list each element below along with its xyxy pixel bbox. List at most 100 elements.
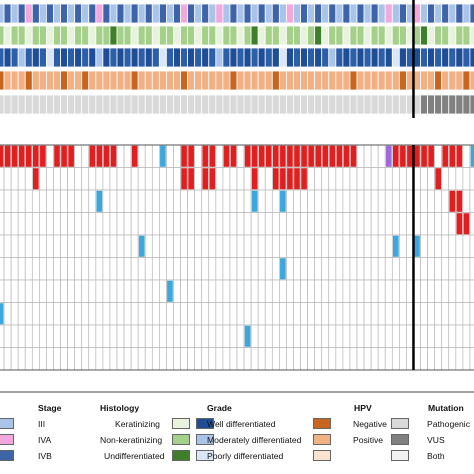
gene-cell-r1-c61: [427, 167, 435, 191]
gene-cell-r7-c19: [130, 302, 139, 326]
clinical-cell-grade-57: [398, 47, 407, 68]
gene-cell-r9-c32: [222, 347, 231, 371]
gene-cell-r6-c54: [377, 279, 386, 303]
clinical-cell-stage-60: [420, 3, 428, 24]
gene-cell-r3-c60: [420, 212, 428, 236]
gene-cell-r1-c51: [356, 167, 365, 191]
gene-cell-r8-c37: [257, 324, 266, 348]
gene-cell-r7-c20: [137, 302, 146, 326]
clinical-cell-histology-6: [38, 25, 47, 46]
gene-cell-r5-c16: [109, 257, 118, 281]
clinical-cell-histology-3: [17, 25, 26, 46]
alteration-mark-r0-c8: [54, 145, 60, 167]
gene-cell-r4-c46: [321, 234, 330, 258]
clinical-cell-histology-34: [236, 25, 245, 46]
clinical-cell-histology-33: [229, 25, 238, 46]
clinical-cell-stage-2: [10, 3, 19, 24]
clinical-cell-histology-66: [462, 25, 471, 46]
gene-cell-r2-c6: [39, 189, 47, 213]
alteration-mark-r0-c36: [251, 145, 258, 167]
clinical-cell-mutation-52: [363, 94, 372, 115]
gene-cell-r0-c51: [356, 144, 365, 168]
gene-cell-r5-c66: [462, 257, 471, 281]
clinical-cell-histology-17: [116, 25, 125, 46]
gene-cell-r7-c56: [391, 302, 400, 326]
alteration-mark-r0-c6: [40, 145, 46, 167]
clinical-cell-mutation-10: [67, 94, 76, 115]
clinical-cell-grade-33: [229, 47, 238, 68]
gene-cell-r4-c11: [74, 234, 83, 258]
gene-cell-r2-c29: [201, 189, 210, 213]
gene-cell-r6-c10: [67, 279, 75, 303]
gene-cell-r6-c4: [24, 279, 33, 303]
gene-cell-r7-c22: [151, 302, 160, 326]
gene-cell-r4-c29: [201, 234, 210, 258]
gene-cell-r9-c51: [356, 347, 365, 371]
clinical-cell-grade-44: [307, 47, 316, 68]
gene-cell-r1-c21: [144, 167, 153, 191]
gene-cell-r6-c42: [293, 279, 301, 303]
gene-cell-r3-c32: [222, 212, 231, 236]
clinical-cell-mutation-12: [81, 94, 90, 115]
gene-cell-r7-c10: [67, 302, 75, 326]
gene-cell-r3-c48: [335, 212, 344, 236]
gene-cell-r7-c13: [88, 302, 97, 326]
gene-cell-r9-c20: [137, 347, 146, 371]
alteration-mark-r0-c67: [470, 145, 474, 167]
gene-cell-r4-c57: [399, 234, 407, 258]
clinical-cell-hpv-10: [67, 70, 76, 91]
gene-cell-r1-c23: [159, 167, 167, 191]
gene-cell-r0-c53: [370, 144, 379, 168]
alteration-mark-r2-c40: [280, 190, 286, 212]
gene-cell-r8-c15: [102, 324, 111, 348]
gene-cell-r1-c8: [53, 167, 61, 191]
clinical-cell-grade-49: [342, 47, 351, 68]
alteration-mark-r0-c63: [442, 145, 449, 167]
gene-cell-r5-c4: [24, 257, 33, 281]
gene-cell-r8-c62: [434, 324, 443, 348]
gene-cell-r5-c29: [201, 257, 210, 281]
clinical-cell-mutation-30: [208, 94, 217, 115]
alteration-mark-r0-c49: [343, 145, 350, 167]
gene-cell-r5-c64: [448, 257, 457, 281]
clinical-cell-grade-52: [363, 47, 372, 68]
gene-cell-r1-c65: [455, 167, 464, 191]
clinical-cell-grade-21: [144, 47, 153, 68]
clinical-cell-stage-17: [116, 3, 125, 24]
clinical-cell-hpv-49: [342, 70, 351, 91]
alteration-mark-r0-c61: [428, 145, 434, 167]
clinical-cell-grade-67: [469, 47, 474, 68]
clinical-cell-grade-12: [81, 47, 90, 68]
gene-cell-r2-c37: [257, 189, 266, 213]
gene-cell-r5-c2: [10, 257, 19, 281]
alteration-mark-r0-c58: [407, 145, 413, 167]
clinical-cell-hpv-4: [24, 70, 33, 91]
clinical-cell-stage-67: [469, 3, 474, 24]
gene-cell-r5-c47: [328, 257, 337, 281]
gene-cell-r2-c42: [293, 189, 301, 213]
clinical-cell-mutation-63: [441, 94, 450, 115]
gene-cell-r5-c19: [130, 257, 139, 281]
gene-cell-r5-c35: [243, 257, 252, 281]
gene-cell-r7-c57: [399, 302, 407, 326]
gene-cell-r8-c53: [370, 324, 379, 348]
clinical-cell-grade-47: [328, 47, 337, 68]
gene-cell-r6-c30: [208, 279, 217, 303]
clinical-cell-grade-35: [243, 47, 252, 68]
clinical-cell-hpv-21: [144, 70, 153, 91]
gene-cell-r4-c2: [10, 234, 19, 258]
gene-cell-r5-c9: [60, 257, 68, 281]
clinical-cell-mutation-2: [10, 94, 19, 115]
alteration-mark-r0-c32: [223, 145, 230, 167]
gene-cell-r4-c54: [377, 234, 386, 258]
gene-cell-r5-c8: [53, 257, 61, 281]
legend-swatch-negative: [313, 418, 331, 429]
gene-cell-r8-c40: [279, 324, 287, 348]
clinical-cell-histology-14: [95, 25, 104, 46]
gene-cell-r4-c18: [123, 234, 132, 258]
gene-cell-r5-c43: [300, 257, 308, 281]
gene-cell-r1-c66: [462, 167, 471, 191]
clinical-cell-mutation-40: [278, 94, 287, 115]
gene-cell-r9-c61: [427, 347, 435, 371]
gene-cell-r4-c44: [307, 234, 315, 258]
